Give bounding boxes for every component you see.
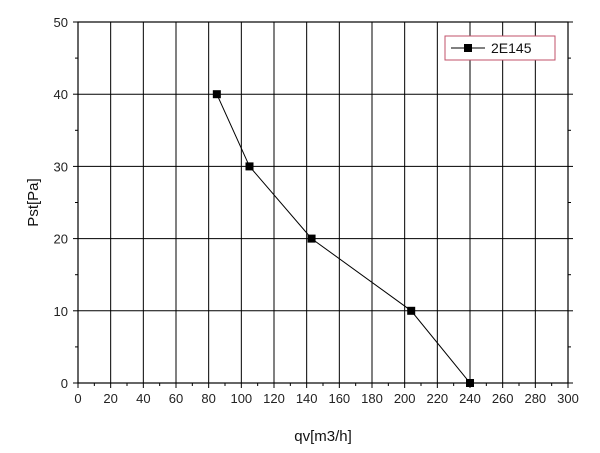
data-point-square — [407, 306, 416, 315]
x-tick-labels: 0 20 40 60 80 100 120 140 160 180 200 220 240 260 280 3… — [74, 391, 578, 406]
x-tick-label: 160 — [328, 391, 350, 406]
grid-lines — [78, 22, 568, 383]
y-tick-labels: 0 10 20 30 40 50 — [54, 15, 68, 391]
x-tick-label: 200 — [394, 391, 416, 406]
legend: 2E145 — [444, 35, 556, 61]
x-tick-label: 0 — [74, 391, 81, 406]
x-tick-label: 80 — [201, 391, 215, 406]
x-tick-label: 240 — [459, 391, 481, 406]
x-tick-label: 260 — [492, 391, 514, 406]
x-axis-title: qv[m3/h] — [294, 428, 352, 445]
x-tick-label: 300 — [557, 391, 579, 406]
x-tick-label: 180 — [361, 391, 383, 406]
x-tick-label: 20 — [103, 391, 117, 406]
y-tick-label: 10 — [54, 304, 68, 319]
plot-frame — [77, 21, 569, 384]
x-tick-label: 280 — [524, 391, 546, 406]
legend-entry-label: 2E145 — [491, 40, 532, 56]
y-tick-label: 0 — [61, 376, 68, 391]
axis-ticks — [73, 21, 573, 388]
legend-square-marker-icon — [464, 44, 472, 52]
x-tick-label: 140 — [296, 391, 318, 406]
x-tick-label: 100 — [230, 391, 252, 406]
data-point-square — [212, 90, 221, 99]
y-tick-label: 40 — [54, 87, 68, 102]
x-tick-label: 40 — [136, 391, 150, 406]
data-point-square — [245, 162, 254, 171]
x-tick-label: 120 — [263, 391, 285, 406]
y-axis-title: Pst[Pa] — [25, 178, 42, 226]
y-tick-label: 30 — [54, 159, 68, 174]
x-tick-label: 220 — [426, 391, 448, 406]
data-point-square — [307, 234, 316, 243]
y-tick-label: 50 — [54, 15, 68, 30]
y-tick-label: 20 — [54, 232, 68, 247]
x-tick-label: 60 — [169, 391, 183, 406]
